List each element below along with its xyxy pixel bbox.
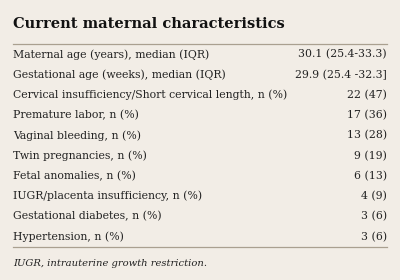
Text: Maternal age (years), median (IQR): Maternal age (years), median (IQR) bbox=[13, 49, 210, 60]
Text: Gestational age (weeks), median (IQR): Gestational age (weeks), median (IQR) bbox=[13, 69, 226, 80]
Text: Vaginal bleeding, n (%): Vaginal bleeding, n (%) bbox=[13, 130, 141, 141]
Text: 3 (6): 3 (6) bbox=[360, 211, 387, 221]
Text: 6 (13): 6 (13) bbox=[354, 171, 387, 181]
Text: 22 (47): 22 (47) bbox=[347, 90, 387, 100]
Text: 3 (6): 3 (6) bbox=[360, 232, 387, 242]
Text: 4 (9): 4 (9) bbox=[361, 191, 387, 201]
Text: Fetal anomalies, n (%): Fetal anomalies, n (%) bbox=[13, 171, 136, 181]
Text: 13 (28): 13 (28) bbox=[346, 130, 387, 141]
Text: IUGR/placenta insufficiency, n (%): IUGR/placenta insufficiency, n (%) bbox=[13, 191, 202, 201]
Text: Hypertension, n (%): Hypertension, n (%) bbox=[13, 231, 124, 242]
Text: Current maternal characteristics: Current maternal characteristics bbox=[13, 17, 285, 31]
Text: 17 (36): 17 (36) bbox=[347, 110, 387, 120]
Text: 30.1 (25.4-33.3): 30.1 (25.4-33.3) bbox=[298, 49, 387, 60]
Text: Gestational diabetes, n (%): Gestational diabetes, n (%) bbox=[13, 211, 162, 221]
Text: Premature labor, n (%): Premature labor, n (%) bbox=[13, 110, 139, 120]
Text: 29.9 (25.4 -32.3]: 29.9 (25.4 -32.3] bbox=[295, 69, 387, 80]
Text: IUGR, intrauterine growth restriction.: IUGR, intrauterine growth restriction. bbox=[13, 258, 207, 267]
Text: Twin pregnancies, n (%): Twin pregnancies, n (%) bbox=[13, 150, 147, 161]
Text: Cervical insufficiency/Short cervical length, n (%): Cervical insufficiency/Short cervical le… bbox=[13, 90, 288, 100]
Text: 9 (19): 9 (19) bbox=[354, 151, 387, 161]
